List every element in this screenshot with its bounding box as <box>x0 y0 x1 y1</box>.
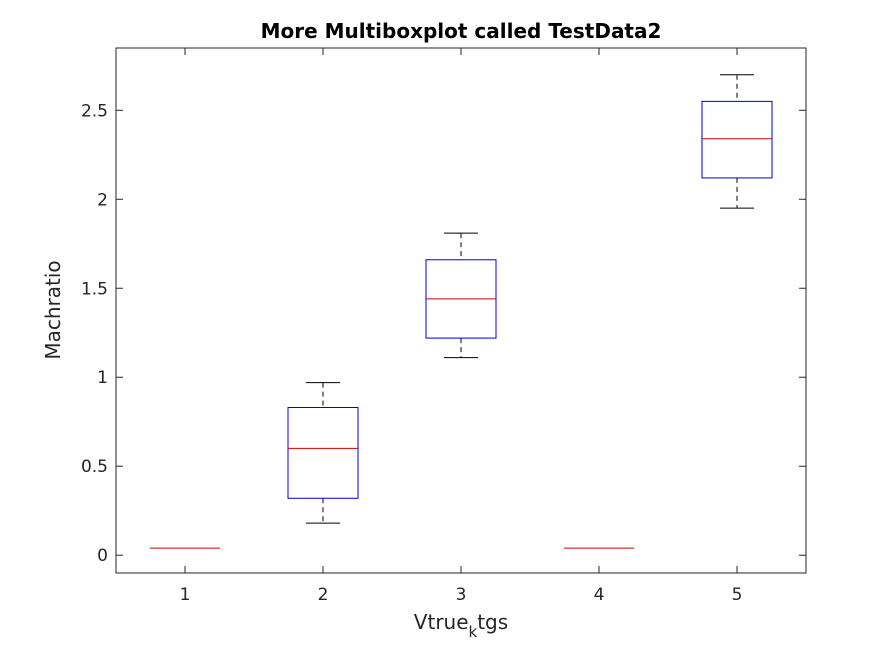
y-tick-label: 1.5 <box>81 279 108 299</box>
x-axis-label-subscript: k <box>469 623 478 641</box>
chart-title: More Multiboxplot called TestData2 <box>261 19 662 43</box>
x-tick-label: 4 <box>594 585 605 605</box>
box-2 <box>287 382 359 524</box>
y-tick-label: 2.5 <box>81 101 108 121</box>
x-axis-ticks: 1 2 3 4 5 <box>180 48 743 605</box>
x-tick-label: 5 <box>732 585 743 605</box>
box-series <box>150 74 773 549</box>
x-axis-label-main: Vtrue <box>414 610 469 634</box>
iqr-box <box>701 100 773 179</box>
y-axis-label: Machratio <box>41 260 65 359</box>
y-axis-ticks: 0 0.5 1 1.5 2 2.5 <box>81 101 806 566</box>
x-tick-label: 1 <box>180 585 191 605</box>
y-tick-label: 0.5 <box>81 457 108 477</box>
x-axis-label-suffix: tgs <box>477 610 508 634</box>
x-tick-label: 3 <box>456 585 467 605</box>
y-tick-label: 0 <box>97 546 108 566</box>
y-tick-label: 1 <box>97 368 108 388</box>
box-3 <box>425 232 497 359</box>
iqr-box <box>287 406 359 499</box>
x-axis-label: Vtruektgs <box>414 610 508 641</box>
x-tick-label: 2 <box>318 585 329 605</box>
box-5 <box>701 74 773 209</box>
y-tick-label: 2 <box>97 190 108 210</box>
